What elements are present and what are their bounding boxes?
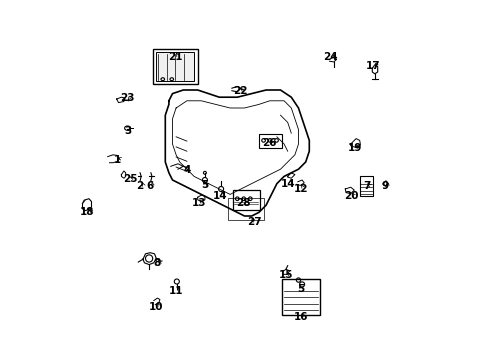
Bar [359,176,373,196]
Text: 20: 20 [344,191,358,201]
Bar [282,279,320,315]
Bar [156,52,194,81]
Text: 16: 16 [293,312,308,322]
Bar [258,134,282,148]
Text: 5: 5 [201,180,208,190]
Bar [228,198,264,220]
Text: 26: 26 [261,138,276,148]
Text: 9: 9 [381,181,387,191]
Text: 27: 27 [247,217,262,228]
Text: 3: 3 [123,126,131,136]
Text: 5: 5 [296,284,304,294]
Text: 1: 1 [114,155,121,165]
Text: 21: 21 [168,51,182,62]
Text: 11: 11 [168,286,183,296]
Text: 15: 15 [278,270,292,280]
Text: 14: 14 [213,191,227,201]
Text: 14: 14 [280,179,294,189]
Text: 24: 24 [323,52,338,62]
Text: 4: 4 [183,165,190,175]
Text: 10: 10 [149,302,163,312]
Text: 25: 25 [123,174,137,184]
Text: 22: 22 [232,86,247,96]
Text: 28: 28 [236,198,250,208]
Text: 2: 2 [136,181,142,191]
Text: 17: 17 [366,60,380,71]
Text: 8: 8 [153,258,161,268]
Text: 7: 7 [363,181,370,191]
Text: 6: 6 [146,181,153,191]
Bar [232,190,260,210]
Text: 12: 12 [293,184,307,194]
Text: 18: 18 [80,207,94,217]
Text: 13: 13 [192,198,206,208]
Text: 23: 23 [120,93,134,103]
Bar [152,49,197,84]
Text: 19: 19 [347,143,362,153]
